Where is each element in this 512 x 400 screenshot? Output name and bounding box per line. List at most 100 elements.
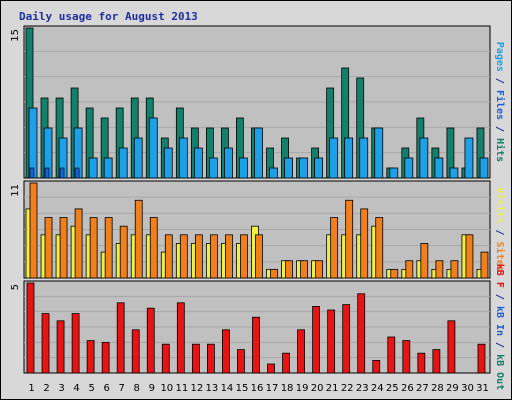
x-tick-label: 13: [206, 383, 219, 394]
bar-kb: [447, 320, 456, 374]
bar-kb: [387, 336, 396, 374]
panel-hits-files-pages: 15 Pages / Files / Hits: [10, 25, 506, 179]
bar-kb: [252, 316, 260, 374]
x-tick-label: 28: [431, 383, 444, 394]
bar-kb: [176, 302, 185, 374]
bar-pages: [59, 167, 65, 179]
panel-visits-sites: 11 Visits / Sites: [10, 180, 506, 279]
panel-legend-label: Pages / Files / Hits: [494, 42, 506, 162]
legend-part: Visits: [494, 187, 506, 223]
bar-files: [163, 147, 173, 179]
panel-legend-label: kB F / kB In / kB Out: [494, 264, 505, 390]
x-tick-label: 18: [281, 383, 294, 394]
bar-kb: [477, 343, 486, 374]
legend-part: kB F: [494, 264, 505, 288]
bar-sites: [405, 260, 414, 279]
chart-title: Daily usage for August 2013: [19, 10, 198, 23]
bar-files: [178, 137, 188, 179]
bar-sites: [59, 217, 68, 279]
bar-sites: [330, 217, 339, 279]
bar-files: [103, 157, 113, 179]
panel-legend-label: Visits / Sites: [494, 187, 506, 271]
x-tick-label: 15: [236, 383, 249, 394]
bar-kb: [282, 352, 290, 374]
bar-files: [344, 137, 354, 179]
legend-part: Pages: [494, 42, 505, 72]
bar-sites: [345, 199, 354, 279]
bar-files: [374, 127, 384, 179]
x-tick-label: 23: [356, 383, 369, 394]
bar-files: [299, 157, 308, 179]
bar-sites: [179, 234, 188, 279]
bar-sites: [164, 234, 173, 279]
bar-kb: [146, 307, 155, 374]
legend-part: /: [494, 120, 505, 138]
legend-part: /: [494, 223, 505, 241]
bar-sites: [104, 217, 113, 279]
bar-sites: [315, 260, 324, 279]
bar-kb: [161, 343, 170, 374]
bar-sites: [390, 268, 399, 279]
bar-sites: [255, 234, 263, 279]
bar-sites: [300, 260, 308, 279]
x-tick-label: 20: [311, 383, 324, 394]
bar-files: [449, 167, 459, 179]
bar-kb: [116, 302, 125, 374]
x-tick-label: 30: [461, 383, 474, 394]
bar-sites: [194, 234, 203, 279]
x-tick-label: 31: [476, 383, 489, 394]
bar-kb: [402, 340, 411, 374]
bar-kb: [357, 293, 366, 374]
x-tick-label: 2: [43, 383, 49, 394]
x-tick-label: 9: [149, 383, 155, 394]
x-tick-label: 19: [296, 383, 309, 394]
bar-kb: [206, 343, 215, 374]
bar-kb: [86, 340, 95, 374]
bar-sites: [134, 199, 143, 279]
bar-sites: [44, 217, 53, 279]
x-tick-label: 27: [416, 383, 429, 394]
bar-sites: [420, 243, 429, 279]
bar-files: [284, 157, 293, 179]
bar-pages: [74, 167, 80, 179]
x-tick-label: 17: [266, 383, 279, 394]
bar-sites: [465, 234, 474, 279]
panel-kbin-kbout-kbf: 5 kB F / kB In / kB Out: [10, 264, 505, 390]
bar-kb: [71, 313, 80, 374]
x-tick-label: 14: [221, 383, 234, 394]
bar-files: [254, 127, 263, 179]
bar-files: [359, 137, 369, 179]
x-tick-label: 29: [446, 383, 459, 394]
bar-files: [224, 147, 233, 179]
bar-files: [464, 137, 474, 179]
x-tick-label: 24: [371, 383, 384, 394]
bar-sites: [240, 234, 248, 279]
bar-kb: [237, 349, 245, 374]
legend-part: /: [494, 336, 505, 354]
bar-files: [314, 157, 324, 179]
bar-sites: [149, 217, 158, 279]
x-tick-label: 5: [88, 383, 94, 394]
bar-kb: [222, 329, 230, 374]
legend-part: /: [494, 288, 505, 306]
bar-files: [404, 157, 414, 179]
x-tick-label: 26: [401, 383, 414, 394]
x-tick-label: 22: [341, 383, 354, 394]
bar-sites: [209, 234, 218, 279]
x-tick-label: 1: [28, 383, 34, 394]
y-max-label: 5: [10, 284, 21, 290]
x-tick-label: 11: [175, 383, 188, 394]
bar-kb: [327, 309, 336, 374]
bar-kb: [191, 343, 200, 374]
bar-files: [193, 147, 203, 179]
x-tick-label: 21: [326, 383, 339, 394]
x-tick-label: 8: [134, 383, 140, 394]
legend-part: Files: [494, 90, 506, 120]
bar-files: [269, 167, 278, 179]
bar-kb: [297, 329, 305, 374]
legend-part: Hits: [494, 138, 506, 162]
bar-files: [28, 107, 38, 179]
bar-kb: [267, 363, 275, 374]
bar-kb: [56, 320, 65, 374]
legend-part: /: [494, 72, 505, 90]
